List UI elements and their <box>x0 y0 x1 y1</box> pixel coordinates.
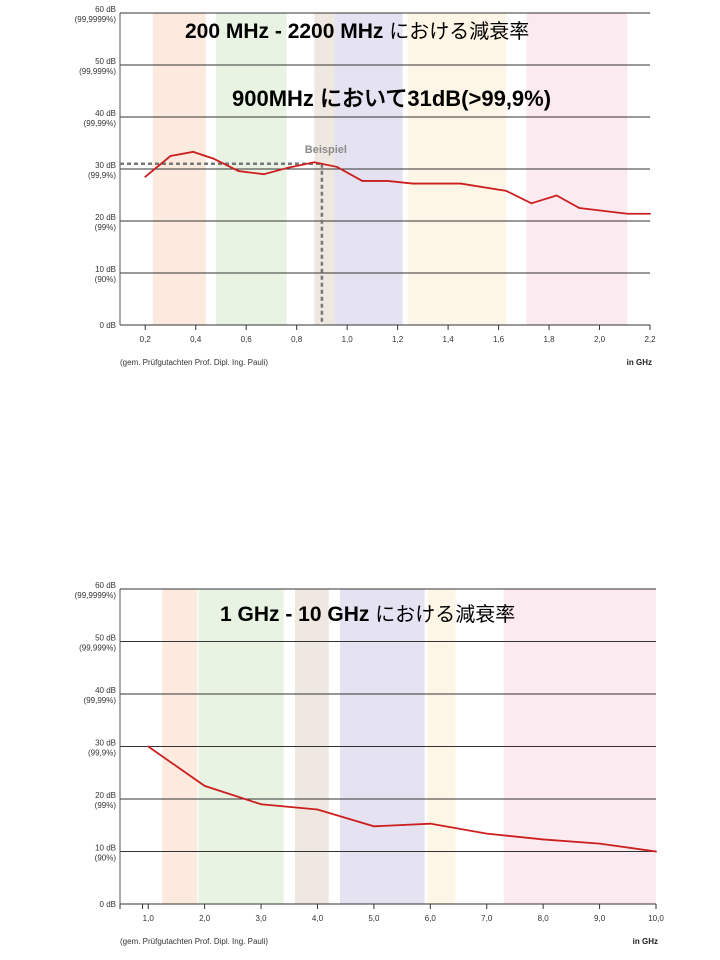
y-tick-percent: (99,99%) <box>84 696 117 705</box>
y-tick-label: 30 dB <box>95 161 116 170</box>
series-point <box>169 155 172 157</box>
series-point <box>313 161 316 164</box>
series-point <box>262 173 265 176</box>
series-point <box>411 182 414 185</box>
series-point <box>578 207 581 209</box>
chart-title: 200 MHz - 2200 MHz における減衰率 <box>185 20 529 43</box>
x-tick-label: 0,6 <box>241 335 253 344</box>
series-point <box>260 803 262 806</box>
chart-title: 1 GHz - 10 GHz における減衰率 <box>220 603 515 626</box>
x-tick-label: 2,0 <box>594 335 606 344</box>
y-tick-percent: (99%) <box>95 801 117 810</box>
y-tick-label: 10 dB <box>95 265 116 274</box>
x-tick-label: 5,0 <box>368 914 380 923</box>
y-tick-percent: (99,9%) <box>88 171 116 180</box>
chart-1ghz-10ghz: 0 dB 10 dB (90%) 20 dB (99%) 30 dB (99,9%) 40 d… <box>0 580 720 960</box>
y-tick-percent: (90%) <box>95 854 117 863</box>
y-tick-percent: (99,99%) <box>84 119 117 128</box>
y-tick-percent: (99,9%) <box>88 749 116 758</box>
series-point <box>336 166 338 168</box>
series-point <box>429 822 432 825</box>
chart-2-svg: 0 dB 10 dB(90%) 20 dB(99%) 30 dB(99,9%) 40 d… <box>75 581 665 946</box>
series-point <box>459 182 462 185</box>
y-tick-label: 20 dB <box>95 213 116 222</box>
series-point <box>485 832 488 835</box>
x-tick-label: 1,2 <box>392 335 404 344</box>
series-line <box>147 745 657 853</box>
y-tick-label: 60 dB <box>95 581 116 590</box>
series-point <box>530 202 533 205</box>
x-tick-label: 1,0 <box>342 335 354 344</box>
y-tick-label: 60 dB <box>95 5 116 14</box>
x-tick-label: 2,2 <box>644 335 656 344</box>
y-tick-label: 0 dB <box>100 321 116 330</box>
series-point <box>626 212 629 215</box>
series-point <box>386 180 389 182</box>
series-point <box>192 150 195 153</box>
series-point <box>598 842 601 845</box>
chart-annotation: 900MHz において31dB(>99,9%) <box>232 86 551 111</box>
series-point <box>555 194 558 197</box>
x-tick-label: 0,8 <box>291 335 303 344</box>
x-tick-label: 1,4 <box>443 335 455 344</box>
x-tick-label: 0,4 <box>190 335 202 344</box>
y-tick-label: 40 dB <box>95 686 116 695</box>
y-tick-percent: (99%) <box>95 223 117 232</box>
chart-200mhz-2200mhz: 0 dB 10 dB (90%) 20 dB (99%) 30 dB (99,9%) 40 d… <box>0 0 720 380</box>
x-unit-label: in GHz <box>627 358 652 367</box>
x-tick-label: 3,0 <box>255 914 267 923</box>
y-tick-label: 50 dB <box>95 57 116 66</box>
x-tick-label: 8,0 <box>538 914 550 923</box>
x-tick-label: 1,8 <box>543 335 555 344</box>
chart-1-svg: 0 dB 10 dB(90%) 20 dB(99%) 30 dB(99,9%) 40 d… <box>75 5 656 367</box>
series-point <box>203 784 206 787</box>
x-tick-label: 2,0 <box>199 914 211 923</box>
x-tick-label: 1,0 <box>143 914 155 923</box>
source-note: (gem. Prüfgutachten Prof. Dipl. Ing. Pau… <box>120 937 268 946</box>
series-point <box>372 825 375 828</box>
series-point <box>147 745 150 748</box>
series-point <box>288 166 290 169</box>
series-point <box>655 850 657 853</box>
x-tick-label: 10,0 <box>648 914 664 923</box>
y-tick-percent: (99,999%) <box>79 644 116 653</box>
y-tick-label: 20 dB <box>95 791 116 800</box>
y-tick-percent: (99,9999%) <box>75 15 117 24</box>
series-point <box>212 157 215 160</box>
x-tick-label: 6,0 <box>425 914 437 923</box>
series-point <box>649 212 651 215</box>
y-tick-label: 50 dB <box>95 634 116 643</box>
series-point <box>361 180 364 182</box>
source-note: (gem. Prüfgutachten Prof. Dipl. Ing. Pau… <box>120 358 268 367</box>
y-tick-percent: (90%) <box>95 275 117 284</box>
y-tick-label: 0 dB <box>100 900 116 909</box>
y-tick-percent: (99,9999%) <box>75 591 117 600</box>
y-tick-label: 30 dB <box>95 739 116 748</box>
series-point <box>316 808 319 811</box>
y-tick-percent: (99,999%) <box>79 67 116 76</box>
x-tick-label: 0,2 <box>140 335 152 344</box>
series-point <box>505 189 508 192</box>
x-tick-label: 4,0 <box>312 914 324 923</box>
x-tick-label: 1,6 <box>493 335 505 344</box>
series-point <box>144 175 147 178</box>
y-tick-label: 40 dB <box>95 109 116 118</box>
x-tick-label: 7,0 <box>481 914 493 923</box>
series-point <box>542 838 545 841</box>
x-unit-label: in GHz <box>633 937 658 946</box>
x-tick-label: 9,0 <box>594 914 606 923</box>
series-point <box>237 170 240 172</box>
y-tick-label: 10 dB <box>95 844 116 853</box>
marker-label: Beispiel <box>305 144 347 156</box>
